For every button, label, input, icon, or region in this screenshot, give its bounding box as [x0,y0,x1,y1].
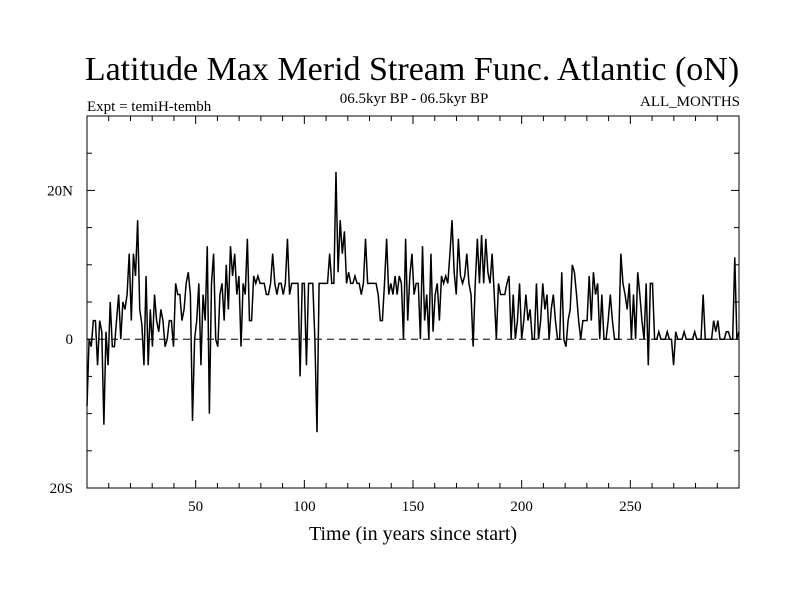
y-tick-label: 20N [47,183,73,199]
x-tick-label: 250 [619,499,642,515]
x-axis-title: Time (in years since start) [309,523,517,545]
chart-title: Latitude Max Merid Stream Func. Atlantic… [85,51,739,88]
months-label: ALL_MONTHS [640,94,740,110]
time-period-label: 06.5kyr BP - 06.5kyr BP [340,91,489,107]
plot-frame [86,115,740,489]
experiment-label: Expt = temiH-tembh [87,99,212,115]
x-tick-label: 100 [293,499,316,515]
x-tick-label: 200 [510,499,533,515]
x-tick-label: 150 [402,499,425,515]
x-tick-label: 50 [188,499,203,515]
y-tick-label: 20S [50,481,73,497]
y-tick-label: 0 [66,332,74,348]
series-line [86,171,740,433]
